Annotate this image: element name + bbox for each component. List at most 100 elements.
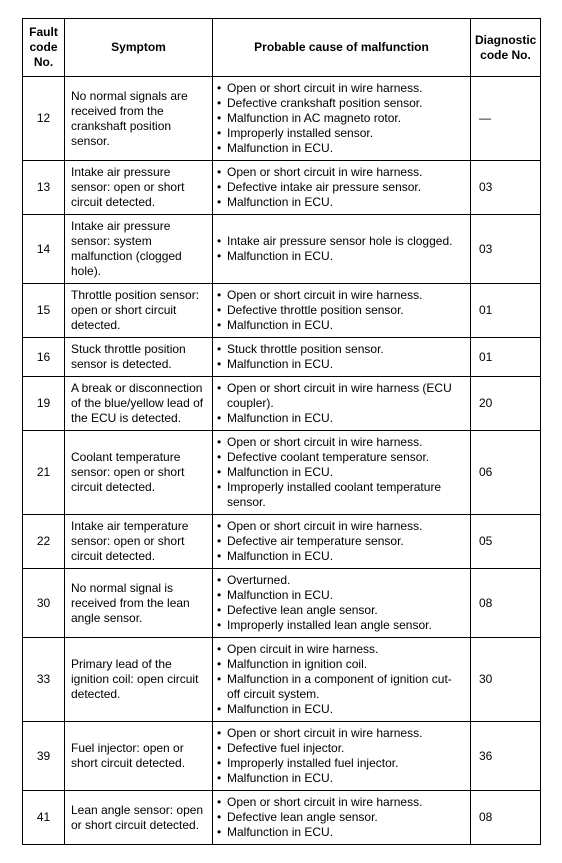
cell-fault-code: 15: [23, 284, 65, 338]
cell-symptom: Lean angle sensor: open or short circuit…: [65, 791, 213, 845]
cause-list: Open or short circuit in wire harness.De…: [217, 435, 464, 510]
cell-diag-code: 20: [471, 377, 541, 431]
cell-fault-code: 39: [23, 722, 65, 791]
cell-fault-code: 22: [23, 515, 65, 569]
cause-item: Open or short circuit in wire harness.: [217, 81, 464, 96]
cell-symptom: No normal signal is received from the le…: [65, 569, 213, 638]
cause-list: Open or short circuit in wire harness (E…: [217, 381, 464, 426]
cell-diag-code: 01: [471, 338, 541, 377]
cell-diag-code: 08: [471, 569, 541, 638]
cause-item: Overturned.: [217, 573, 464, 588]
cell-symptom: Primary lead of the ignition coil: open …: [65, 638, 213, 722]
cell-diag-code: —: [471, 77, 541, 161]
cell-causes: Open or short circuit in wire harness.De…: [213, 431, 471, 515]
cause-item: Improperly installed sensor.: [217, 126, 464, 141]
cell-causes: Open or short circuit in wire harness.De…: [213, 161, 471, 215]
table-row: 19A break or disconnection of the blue/y…: [23, 377, 541, 431]
cell-fault-code: 33: [23, 638, 65, 722]
cause-item: Malfunction in ECU.: [217, 318, 464, 333]
cell-diag-code: 36: [471, 722, 541, 791]
table-header-row: Fault code No. Symptom Probable cause of…: [23, 19, 541, 77]
cause-item: Improperly installed lean angle sensor.: [217, 618, 464, 633]
cell-symptom: Stuck throttle position sensor is detect…: [65, 338, 213, 377]
header-symptom: Symptom: [65, 19, 213, 77]
cause-item: Malfunction in AC magneto rotor.: [217, 111, 464, 126]
cell-symptom: Intake air pressure sensor: open or shor…: [65, 161, 213, 215]
table-body: 12No normal signals are received from th…: [23, 77, 541, 845]
cell-causes: Open circuit in wire harness.Malfunction…: [213, 638, 471, 722]
cell-fault-code: 12: [23, 77, 65, 161]
cause-item: Malfunction in ECU.: [217, 702, 464, 717]
cell-diag-code: 08: [471, 791, 541, 845]
cause-item: Malfunction in ECU.: [217, 249, 464, 264]
cause-item: Open or short circuit in wire harness.: [217, 519, 464, 534]
cause-item: Malfunction in ECU.: [217, 411, 464, 426]
cause-item: Defective crankshaft position sensor.: [217, 96, 464, 111]
cell-symptom: Coolant temperature sensor: open or shor…: [65, 431, 213, 515]
cell-fault-code: 13: [23, 161, 65, 215]
cause-list: Open circuit in wire harness.Malfunction…: [217, 642, 464, 717]
cell-symptom: Fuel injector: open or short circuit det…: [65, 722, 213, 791]
cell-fault-code: 41: [23, 791, 65, 845]
cell-causes: Open or short circuit in wire harness.De…: [213, 284, 471, 338]
cause-list: Open or short circuit in wire harness.De…: [217, 726, 464, 786]
table-row: 22Intake air temperature sensor: open or…: [23, 515, 541, 569]
cell-diag-code: 30: [471, 638, 541, 722]
cell-causes: Open or short circuit in wire harness (E…: [213, 377, 471, 431]
table-row: 41Lean angle sensor: open or short circu…: [23, 791, 541, 845]
cell-symptom: No normal signals are received from the …: [65, 77, 213, 161]
cause-item: Malfunction in a component of ignition c…: [217, 672, 464, 702]
cause-item: Malfunction in ECU.: [217, 771, 464, 786]
cause-item: Malfunction in ignition coil.: [217, 657, 464, 672]
cause-item: Open circuit in wire harness.: [217, 642, 464, 657]
cell-diag-code: 05: [471, 515, 541, 569]
cause-list: Open or short circuit in wire harness.De…: [217, 519, 464, 564]
cause-list: Overturned.Malfunction in ECU.Defective …: [217, 573, 464, 633]
cause-item: Improperly installed fuel injector.: [217, 756, 464, 771]
cause-item: Defective lean angle sensor.: [217, 603, 464, 618]
cell-diag-code: 03: [471, 215, 541, 284]
cause-item: Open or short circuit in wire harness.: [217, 288, 464, 303]
cause-list: Open or short circuit in wire harness.De…: [217, 165, 464, 210]
cause-item: Open or short circuit in wire harness.: [217, 726, 464, 741]
table-row: 14Intake air pressure sensor: system mal…: [23, 215, 541, 284]
cell-symptom: A break or disconnection of the blue/yel…: [65, 377, 213, 431]
header-diag-code: Diagnostic code No.: [471, 19, 541, 77]
cause-item: Malfunction in ECU.: [217, 549, 464, 564]
cause-list: Stuck throttle position sensor.Malfuncti…: [217, 342, 464, 372]
table-row: 39Fuel injector: open or short circuit d…: [23, 722, 541, 791]
cause-item: Defective throttle position sensor.: [217, 303, 464, 318]
cell-fault-code: 19: [23, 377, 65, 431]
cell-diag-code: 01: [471, 284, 541, 338]
cause-item: Defective intake air pressure sensor.: [217, 180, 464, 195]
header-cause: Probable cause of malfunction: [213, 19, 471, 77]
cause-list: Intake air pressure sensor hole is clogg…: [217, 234, 464, 264]
cell-symptom: Throttle position sensor: open or short …: [65, 284, 213, 338]
cause-item: Defective fuel injector.: [217, 741, 464, 756]
cause-item: Malfunction in ECU.: [217, 141, 464, 156]
cell-fault-code: 14: [23, 215, 65, 284]
cell-fault-code: 30: [23, 569, 65, 638]
cell-causes: Open or short circuit in wire harness.De…: [213, 791, 471, 845]
cause-item: Malfunction in ECU.: [217, 825, 464, 840]
cause-item: Defective air temperature sensor.: [217, 534, 464, 549]
cell-fault-code: 21: [23, 431, 65, 515]
table-row: 16Stuck throttle position sensor is dete…: [23, 338, 541, 377]
cell-causes: Open or short circuit in wire harness.De…: [213, 515, 471, 569]
table-row: 21Coolant temperature sensor: open or sh…: [23, 431, 541, 515]
cause-item: Defective coolant temperature sensor.: [217, 450, 464, 465]
cause-list: Open or short circuit in wire harness.De…: [217, 795, 464, 840]
cause-item: Open or short circuit in wire harness.: [217, 795, 464, 810]
cause-item: Open or short circuit in wire harness.: [217, 165, 464, 180]
cell-symptom: Intake air pressure sensor: system malfu…: [65, 215, 213, 284]
cause-list: Open or short circuit in wire harness.De…: [217, 81, 464, 156]
cause-item: Intake air pressure sensor hole is clogg…: [217, 234, 464, 249]
cause-item: Open or short circuit in wire harness (E…: [217, 381, 464, 411]
cause-list: Open or short circuit in wire harness.De…: [217, 288, 464, 333]
cell-diag-code: 06: [471, 431, 541, 515]
table-row: 13Intake air pressure sensor: open or sh…: [23, 161, 541, 215]
cell-causes: Stuck throttle position sensor.Malfuncti…: [213, 338, 471, 377]
fault-code-table: Fault code No. Symptom Probable cause of…: [22, 18, 541, 845]
cell-fault-code: 16: [23, 338, 65, 377]
cause-item: Improperly installed coolant temperature…: [217, 480, 464, 510]
